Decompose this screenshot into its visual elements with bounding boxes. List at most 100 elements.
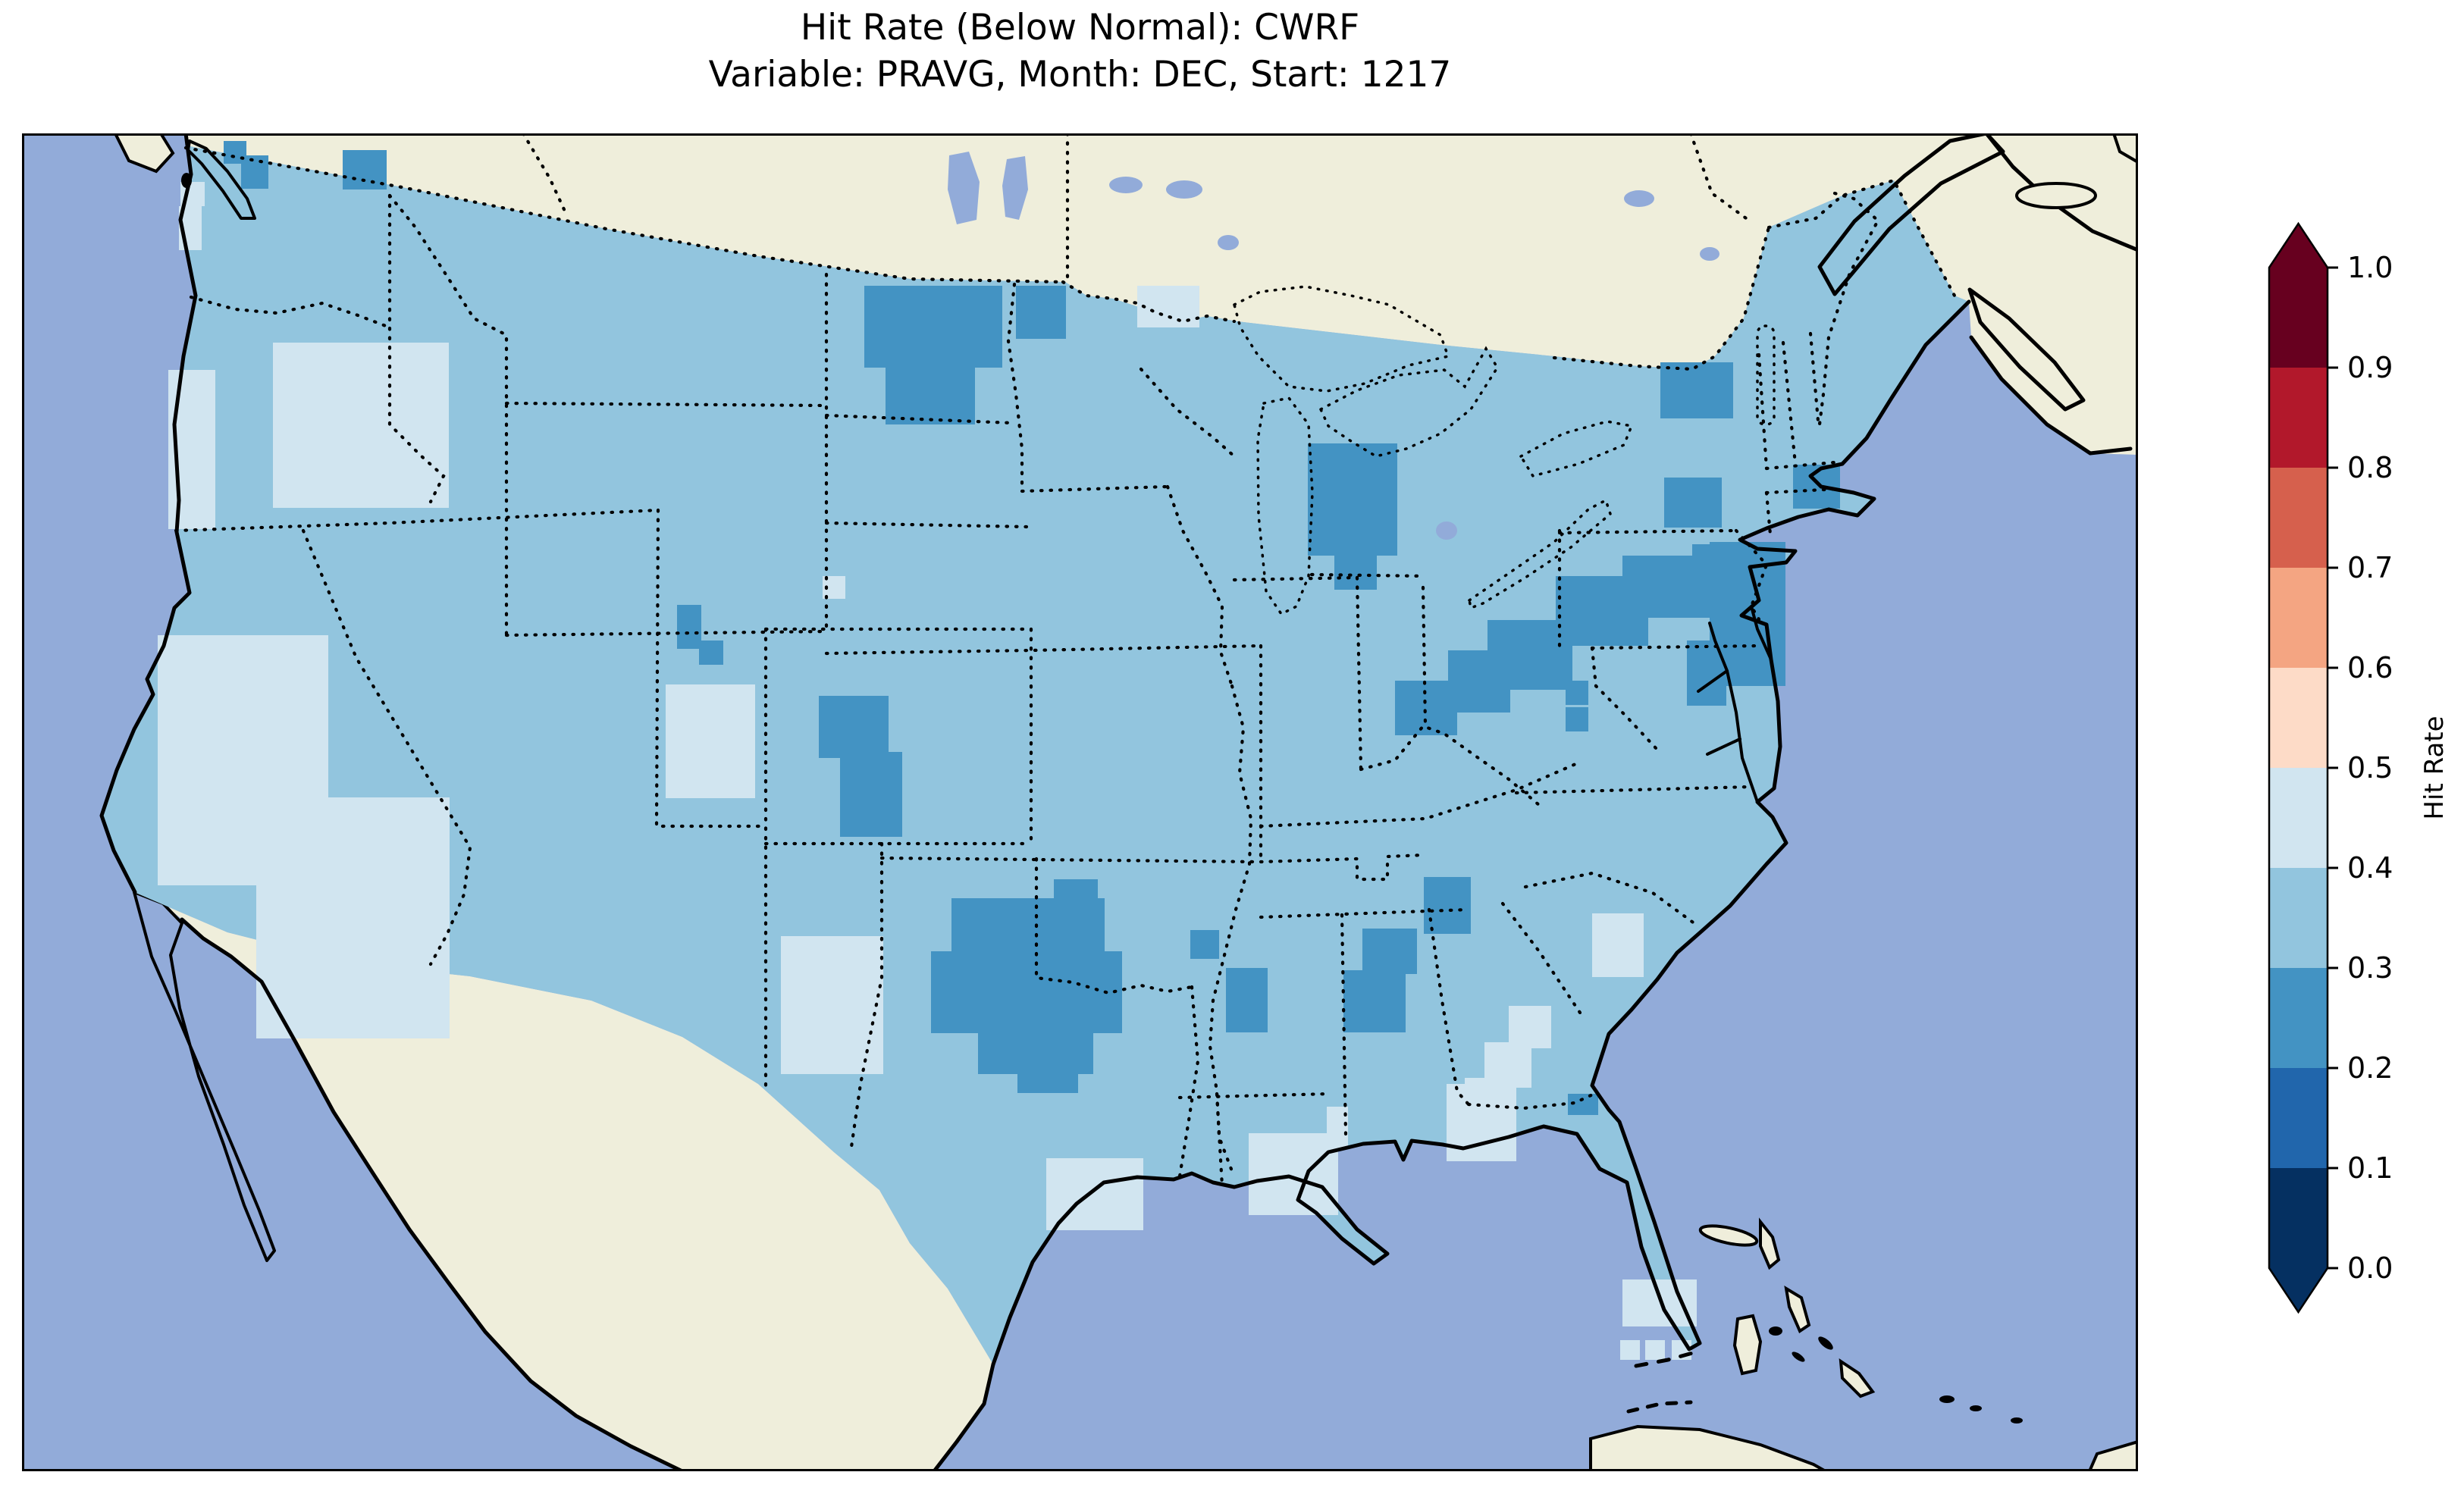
eleuthera [1784, 1286, 1811, 1333]
colorbar-tick-label: 1.0 [2347, 251, 2393, 284]
grand-bahama [1698, 1224, 1759, 1247]
vancouver-island [113, 133, 175, 174]
colorbar-segment-0.8-0.9 [2269, 368, 2328, 468]
colorbar-segment-0.4-0.5 [2269, 768, 2328, 868]
hit-rate-cell-0.2-0.3 [699, 641, 723, 665]
hit-rate-cell-0.2-0.3 [886, 362, 975, 424]
colorbar-tick-label: 0.6 [2347, 651, 2393, 684]
colorbar-segment-0.3-0.4 [2269, 868, 2328, 968]
hit-rate-cell-0.4-0.5 [256, 797, 450, 1038]
hit-rate-cell-0.2-0.3 [1395, 681, 1457, 735]
hit-rate-cell-0.2-0.3 [1566, 707, 1588, 731]
hit-rate-cell-0.4-0.5 [1137, 286, 1199, 327]
hit-rate-cell-0.2-0.3 [1190, 930, 1219, 959]
abaco [1759, 1217, 1781, 1270]
hit-rate-cell-0.2-0.3 [931, 951, 1122, 1033]
plot-title-line2: Variable: PRAVG, Month: DEC, Start: 1217 [708, 54, 1452, 96]
lake-manitoba [1002, 156, 1028, 220]
colorbar-tick-label: 0.0 [2347, 1251, 2393, 1285]
hit-rate-cell-0.4-0.5 [1620, 1340, 1640, 1360]
colorbar-tick-label: 0.8 [2347, 451, 2393, 484]
colorbar-tick-label: 0.9 [2347, 351, 2393, 384]
lake-winnipeg [948, 152, 980, 224]
new-providence [1769, 1326, 1782, 1336]
hit-rate-cell-0.2-0.3 [1566, 681, 1588, 705]
hit-rate-cell-0.4-0.5 [1465, 1078, 1512, 1120]
andros [1732, 1314, 1763, 1376]
canada-lake-3 [1218, 235, 1239, 250]
long-island-bahamas [1839, 1358, 1876, 1398]
hit-rate-cell-0.2-0.3 [1660, 362, 1733, 418]
colorbar-extend-min-arrow [2269, 1268, 2328, 1312]
hit-rate-cell-0.2-0.3 [241, 155, 268, 189]
colorbar-segment-0.9-1.0 [2269, 268, 2328, 368]
hit-rate-cell-0.2-0.3 [343, 150, 387, 189]
lake-michigan [1256, 396, 1314, 616]
hit-rate-cell-0.2-0.3 [864, 286, 1002, 368]
land-baja [133, 891, 276, 1262]
atlantic-canada-water [1817, 133, 2138, 456]
colorbar-segment-0.0-0.1 [2269, 1168, 2328, 1268]
hit-rate-cell-0.2-0.3 [1362, 929, 1417, 974]
hit-rate-cells-dark [224, 141, 1840, 1115]
hit-rate-cell-0.2-0.3 [1226, 968, 1268, 1032]
colorbar-segment-0.6-0.7 [2269, 568, 2328, 668]
hit-rate-cell-0.4-0.5 [1249, 1133, 1338, 1215]
hit-rate-cell-0.4-0.5 [781, 936, 883, 1074]
pei-island [2015, 182, 2097, 209]
hit-rate-cell-0.2-0.3 [951, 898, 1105, 960]
colorbar-outline [2268, 221, 2329, 1314]
colorbar-segment-0.2-0.3 [2269, 968, 2328, 1068]
colorbar-tick-label: 0.3 [2347, 951, 2393, 985]
plot-title: Hit Rate (Below Normal): CWRF Variable: … [22, 5, 2138, 99]
lake-superior [1232, 285, 1450, 393]
hit-rate-cell-0.2-0.3 [819, 696, 889, 758]
turks-2 [1970, 1405, 1982, 1411]
map-frame [22, 133, 2138, 1471]
cay-1 [2011, 1417, 2023, 1424]
hit-rate-cell-0.2-0.3 [677, 605, 701, 649]
plot-title-line1: Hit Rate (Below Normal): CWRF [800, 7, 1360, 49]
hit-rate-cell-0.2-0.3 [1016, 286, 1066, 339]
lake-st-clair [1436, 521, 1457, 540]
colorbar-tick-label: 0.5 [2347, 751, 2393, 785]
canada-lake-2 [1166, 180, 1202, 199]
cat-island [1818, 1336, 1833, 1350]
puget-sound [187, 139, 256, 220]
coastlines [99, 133, 1971, 1471]
cuba [1589, 1424, 1829, 1471]
colorbar-segments [2269, 268, 2328, 1268]
newfoundland-corner [2111, 133, 2138, 164]
colorbar-tick-label: 0.7 [2347, 551, 2393, 584]
colorbar: 1.0 0.9 0.8 0.7 0.6 0.5 0.4 0.3 0.2 0.1 0.0 Hit Ra… [2268, 221, 2450, 1314]
map-canvas [22, 133, 2138, 1471]
colorbar-tick-label: 0.1 [2347, 1151, 2393, 1185]
hit-rate-cell-0.2-0.3 [1343, 970, 1406, 1032]
state-borders [174, 133, 1957, 1189]
colorbar-segment-0.5-0.6 [2269, 668, 2328, 768]
lakes [948, 152, 1776, 616]
exuma [1792, 1351, 1805, 1362]
hit-rate-cell-0.4-0.5 [1509, 1006, 1551, 1048]
gulf-of-st-lawrence [1984, 133, 2138, 252]
hit-rate-cell-0.4-0.5 [1622, 1279, 1697, 1326]
lake-erie [1468, 498, 1613, 610]
hit-rate-cell-0.2-0.3 [1334, 552, 1377, 590]
hit-rate-cell-0.2-0.3 [1664, 478, 1722, 528]
hit-rate-cell-0.2-0.3 [1308, 443, 1397, 556]
canada-lake-5 [1700, 247, 1719, 261]
colorbar-ticks: 1.0 0.9 0.8 0.7 0.6 0.5 0.4 0.3 0.2 0.1 0.0 [2328, 251, 2393, 1285]
hit-rate-cell-0.4-0.5 [273, 343, 449, 508]
turks-1 [1939, 1395, 1955, 1403]
colorbar-label: Hit Rate [2419, 716, 2450, 819]
hit-rate-cell-0.4-0.5 [1645, 1340, 1665, 1360]
hit-rate-cell-0.4-0.5 [1592, 913, 1644, 977]
hit-rate-cell-0.2-0.3 [1017, 1070, 1078, 1093]
colorbar-tick-label: 0.2 [2347, 1051, 2393, 1085]
san-juan-island [181, 173, 192, 188]
hit-rate-cell-0.2-0.3 [1424, 877, 1471, 934]
hit-rate-cell-0.2-0.3 [840, 752, 902, 837]
colorbar-segment-0.1-0.2 [2269, 1068, 2328, 1168]
lake-ontario [1519, 420, 1634, 478]
colorbar-extend-max-arrow [2269, 224, 2328, 268]
